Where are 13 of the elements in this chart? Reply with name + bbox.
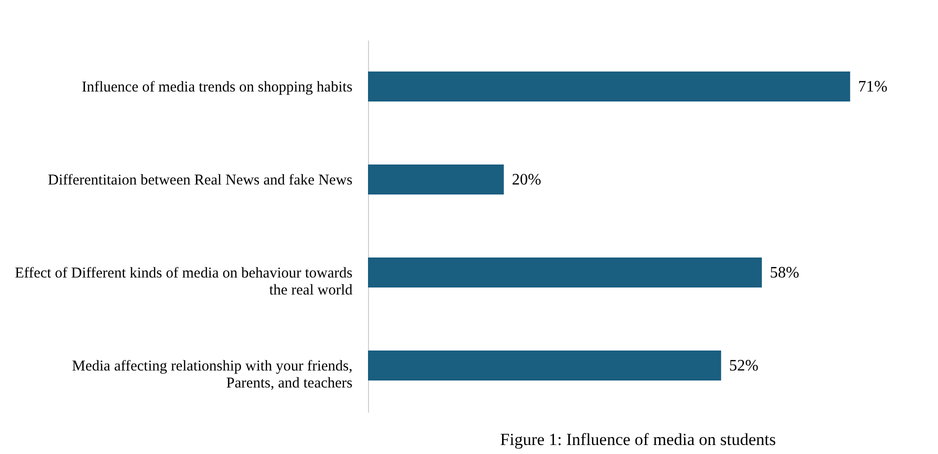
y-tick-label: Media affecting relationship with your friends, Parents, and teachers	[72, 358, 353, 392]
bar	[368, 72, 850, 102]
bar	[368, 350, 722, 380]
bar	[368, 258, 762, 288]
y-tick-label: Influence of media trends on shopping habits	[82, 80, 353, 96]
bar	[368, 164, 504, 194]
y-tick-label: Effect of Different kinds of media on behaviour towards the real world	[14, 266, 353, 298]
data-label: 20%	[512, 172, 542, 188]
data-label: 71%	[858, 78, 888, 96]
y-tick-label: Differentitaion between Real News and fake News	[48, 172, 353, 188]
data-label: 52%	[729, 358, 758, 374]
data-label: 58%	[770, 264, 800, 282]
text: Figure 1: Influence of media on students	[500, 430, 776, 449]
